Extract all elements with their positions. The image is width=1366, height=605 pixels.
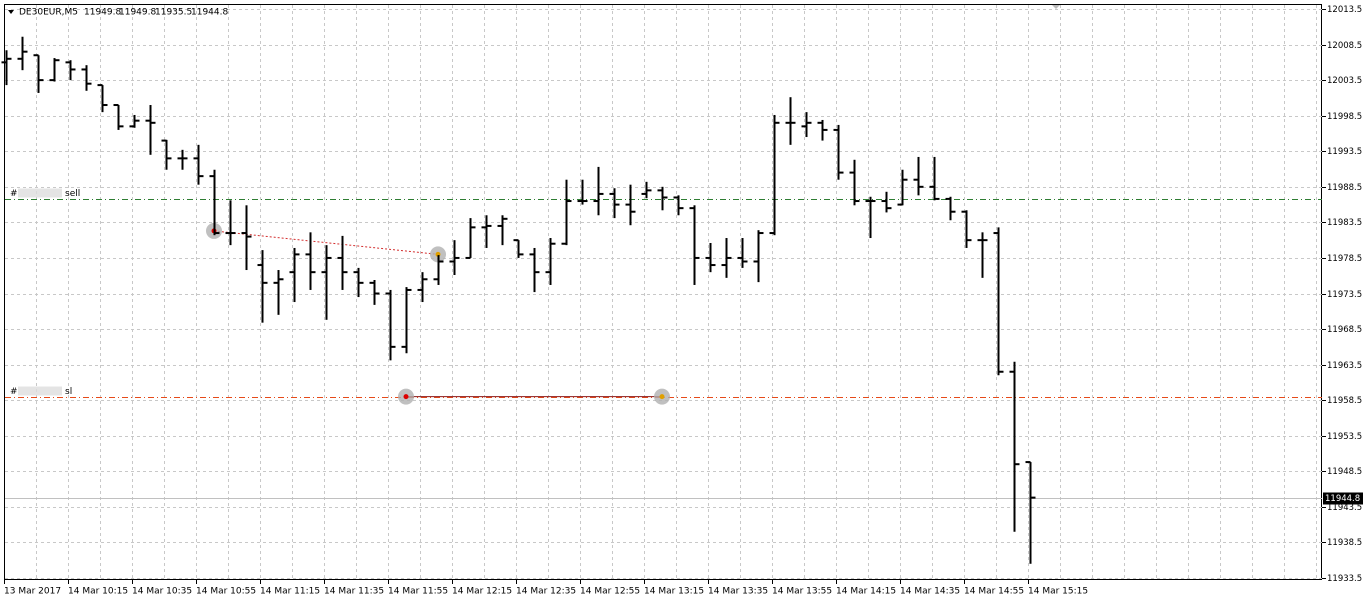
x-tick-label: 14 Mar 14:35 bbox=[900, 587, 960, 597]
symbol-title: DE30EUR,M5 bbox=[19, 8, 78, 18]
level-tag: # bbox=[10, 189, 18, 199]
level-id-blur bbox=[18, 386, 62, 396]
y-tick-label: 11958.5 bbox=[1327, 396, 1362, 406]
y-tick-label: 11973.5 bbox=[1327, 290, 1362, 300]
plot-frame bbox=[4, 4, 1322, 580]
y-tick-label: 11988.5 bbox=[1327, 183, 1362, 193]
x-tick-label: 14 Mar 11:55 bbox=[388, 587, 448, 597]
trade-line bbox=[213, 230, 439, 255]
level-tag: # bbox=[10, 387, 18, 397]
y-tick-label: 11968.5 bbox=[1327, 325, 1362, 335]
x-tick-label: 14 Mar 11:15 bbox=[260, 587, 320, 597]
x-tick-label: 14 Mar 13:35 bbox=[708, 587, 768, 597]
price-label-box bbox=[1323, 492, 1363, 505]
y-tick-label: 12013.5 bbox=[1327, 5, 1362, 15]
x-tick-label: 13 Mar 2017 bbox=[4, 587, 61, 597]
x-tick-label: 14 Mar 10:55 bbox=[196, 587, 256, 597]
x-tick-label: 14 Mar 10:15 bbox=[68, 587, 128, 597]
y-tick-label: 11983.5 bbox=[1327, 218, 1362, 228]
level-label: sl bbox=[65, 387, 72, 397]
x-tick-label: 14 Mar 12:55 bbox=[580, 587, 640, 597]
y-tick-label: 11948.5 bbox=[1327, 467, 1362, 477]
header-close: 11944.8 bbox=[191, 8, 228, 18]
y-tick-label: 11998.5 bbox=[1327, 112, 1362, 122]
y-tick-label: 11978.5 bbox=[1327, 254, 1362, 264]
y-tick-label: 11963.5 bbox=[1327, 361, 1362, 371]
x-tick-label: 14 Mar 12:35 bbox=[516, 587, 576, 597]
x-tick-label: 14 Mar 10:35 bbox=[132, 587, 192, 597]
shift-marker bbox=[1052, 5, 1060, 9]
x-tick-label: 14 Mar 15:15 bbox=[1028, 587, 1088, 597]
x-tick-label: 14 Mar 13:15 bbox=[644, 587, 704, 597]
x-tick-label: 14 Mar 14:55 bbox=[964, 587, 1024, 597]
trade-open-dot bbox=[403, 394, 409, 400]
x-tick-label: 14 Mar 12:15 bbox=[452, 587, 512, 597]
level-label: sell bbox=[65, 189, 80, 199]
marks bbox=[1, 36, 1322, 564]
header-low: 11935.5 bbox=[155, 8, 192, 18]
y-tick-label: 11953.5 bbox=[1327, 432, 1362, 442]
x-tick-label: 14 Mar 13:55 bbox=[772, 587, 832, 597]
y-tick-label: 11938.5 bbox=[1327, 538, 1362, 548]
x-tick-label: 14 Mar 14:15 bbox=[836, 587, 896, 597]
x-tick-label: 14 Mar 11:35 bbox=[324, 587, 384, 597]
y-tick-label: 11933.5 bbox=[1327, 574, 1362, 584]
header-triangle bbox=[8, 10, 14, 14]
y-tick-label: 12003.5 bbox=[1327, 76, 1362, 86]
level-id-blur bbox=[18, 188, 62, 198]
y-tick-label: 11993.5 bbox=[1327, 147, 1362, 157]
trade-close-dot bbox=[659, 394, 665, 400]
y-tick-label: 12008.5 bbox=[1327, 41, 1362, 51]
price-label: 11944.8 bbox=[1325, 494, 1360, 504]
y-tick-label: 11943.5 bbox=[1327, 503, 1362, 513]
header-high: 11949.8 bbox=[119, 8, 156, 18]
header-open: 11949.8 bbox=[84, 8, 121, 18]
